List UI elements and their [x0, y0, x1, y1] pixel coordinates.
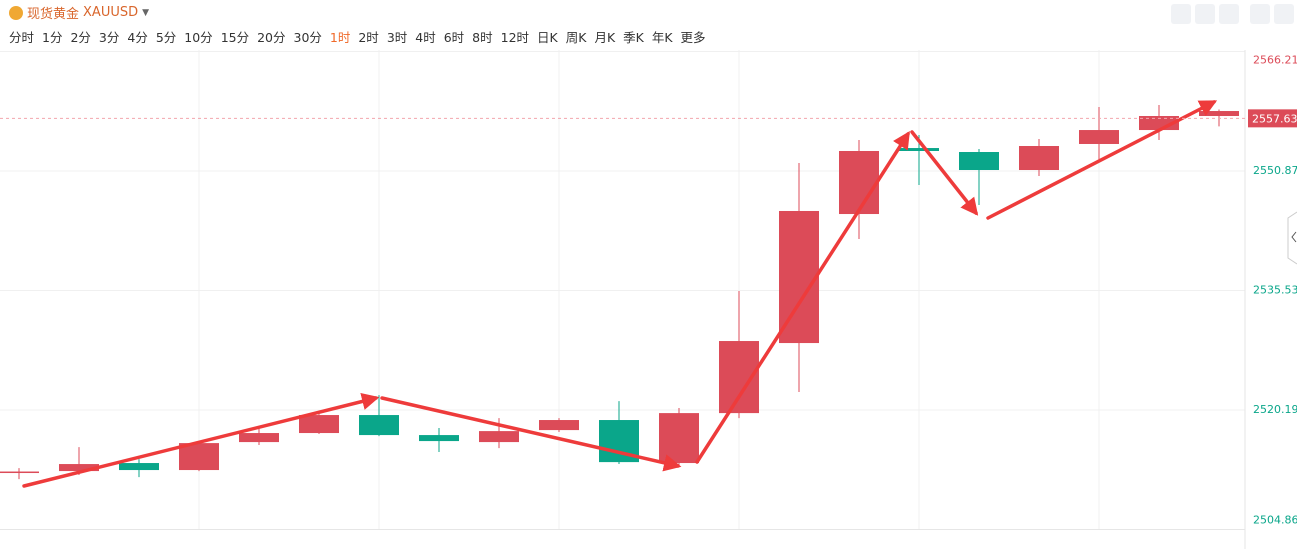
- tool-draw[interactable]: [1195, 4, 1215, 24]
- candle-body: [539, 420, 579, 431]
- timeframe-tab[interactable]: 4分: [127, 30, 148, 45]
- symbol-icon: [9, 5, 23, 20]
- toolbar: 现货黄金 XAUUSD ▼: [0, 0, 1297, 24]
- symbol[interactable]: 现货黄金 XAUUSD ▼: [9, 3, 149, 22]
- timeframe-tab[interactable]: 3分: [98, 30, 120, 45]
- candle-body: [899, 148, 939, 151]
- arrow: [22, 392, 380, 488]
- arrow: [695, 131, 910, 464]
- timeframe-tab[interactable]: 6时: [443, 30, 465, 45]
- timeframe-tab[interactable]: 更多: [680, 30, 706, 45]
- candle-body: [959, 152, 999, 171]
- candle-body: [1079, 130, 1119, 144]
- arrow: [910, 130, 979, 216]
- candle-body: [239, 433, 279, 443]
- y-tick-label: 2535.53: [1253, 284, 1297, 297]
- timeframe-tab[interactable]: 季K: [623, 30, 644, 45]
- last-price-box: [1248, 109, 1297, 128]
- candle-body: [419, 435, 459, 442]
- candle-body: [59, 464, 99, 472]
- candle-body: [359, 415, 399, 436]
- candle-body: [479, 431, 519, 443]
- timeframe-tab[interactable]: 20分: [257, 30, 286, 45]
- timeframe-tab[interactable]: 5分: [155, 30, 177, 45]
- candle-body: [659, 413, 699, 464]
- symbol-code: XAUUSD: [83, 5, 139, 20]
- timeframe-tab[interactable]: 2分: [70, 30, 91, 45]
- timeframe-tab[interactable]: 12时: [500, 30, 530, 45]
- last-price-label: 2557.63: [1252, 112, 1297, 125]
- timeframe-tab[interactable]: 月K: [594, 30, 616, 45]
- arrow: [986, 100, 1218, 220]
- side-tab-arrow: [1291, 231, 1297, 243]
- timeframe-tab[interactable]: 15分: [220, 30, 250, 45]
- candle-body: [179, 443, 219, 471]
- annotation-arrows: [22, 100, 1218, 488]
- candle-body: [0, 471, 39, 474]
- timeframe-tab[interactable]: 8时: [472, 30, 493, 45]
- tool-indicator[interactable]: [1219, 4, 1239, 24]
- timeframe-tab[interactable]: 30分: [293, 30, 322, 45]
- tool-fullscreen[interactable]: [1250, 4, 1270, 24]
- symbol-name: 现货黄金: [27, 7, 80, 22]
- y-tick-label: 2504.86: [1253, 514, 1297, 527]
- candle-body: [299, 415, 339, 434]
- y-tick-label: 2566.21: [1253, 54, 1297, 67]
- timeframe-tabs: 分时 1分 2分 3分 4分 5分 10分 15分 20分 30分 1时 2时 3时 4时 6时 8时 12时日…: [9, 27, 706, 46]
- candle-body: [1019, 146, 1059, 171]
- y-axis: 2504.86 2520.19 2535.53 2550.87 2566.21 2557.…: [0, 50, 1297, 549]
- timeframe-tab[interactable]: 10分: [184, 30, 213, 45]
- candle-body: [119, 463, 159, 471]
- timeframe-tab[interactable]: 1时: [329, 30, 351, 45]
- timeframe-tab[interactable]: 日K: [537, 30, 558, 45]
- timeframe-tab[interactable]: 1分: [42, 30, 63, 45]
- y-tick-label: 2520.19: [1253, 403, 1297, 416]
- dropdown-caret: ▼: [142, 7, 150, 18]
- candle-body: [839, 150, 879, 215]
- timeframe-tab[interactable]: 分时: [9, 30, 35, 45]
- candles: [0, 105, 1239, 480]
- timeframe-tab[interactable]: 2时: [358, 30, 379, 45]
- timeframe-tab[interactable]: 3时: [386, 30, 408, 45]
- timeframe-tab[interactable]: 年K: [651, 30, 673, 45]
- tool-line[interactable]: [1171, 4, 1191, 24]
- candle-body: [1199, 111, 1239, 117]
- tool-close[interactable]: [1274, 4, 1294, 24]
- y-tick-label: 2550.87: [1253, 164, 1297, 177]
- timeframe-tab[interactable]: 周K: [565, 30, 587, 45]
- timeframe-tab[interactable]: 4时: [415, 30, 436, 45]
- arrow: [380, 396, 682, 472]
